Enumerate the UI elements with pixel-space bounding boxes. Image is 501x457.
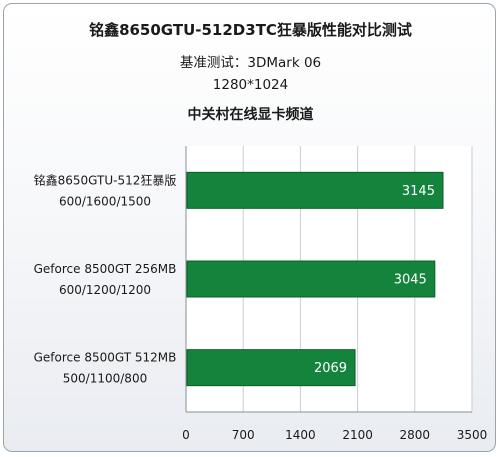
category-label: 铭鑫8650GTU-512狂暴版	[34, 172, 177, 187]
chart-subtitle-benchmark: 基准测试：3DMark 06	[179, 55, 322, 71]
x-tick-label: 2100	[342, 428, 373, 442]
chart-subtitle-resolution: 1280*1024	[212, 77, 289, 93]
bar-value-label: 3145	[402, 184, 435, 199]
category-label: 500/1100/800	[63, 372, 147, 386]
x-tick-label: 3500	[457, 428, 488, 442]
x-tick-label: 1400	[285, 428, 316, 442]
bar	[186, 260, 436, 298]
chart-title: 铭鑫8650GTU-512D3TC狂暴版性能对比测试	[89, 21, 412, 39]
x-tick-label: 0	[182, 428, 190, 442]
category-label: 600/1600/1500	[59, 194, 151, 208]
bar-value-label: 3045	[394, 273, 427, 288]
bar-value-label: 2069	[314, 361, 347, 376]
category-label: 600/1200/1200	[59, 283, 151, 297]
bar	[186, 349, 356, 387]
chart-subtitle-source: 中关村在线显卡频道	[187, 107, 314, 123]
x-tick-label: 2800	[400, 428, 431, 442]
x-tick-label: 700	[232, 428, 255, 442]
bar	[186, 171, 444, 209]
category-label: Geforce 8500GT 256MB	[34, 262, 177, 276]
category-label: Geforce 8500GT 512MB	[34, 351, 177, 365]
